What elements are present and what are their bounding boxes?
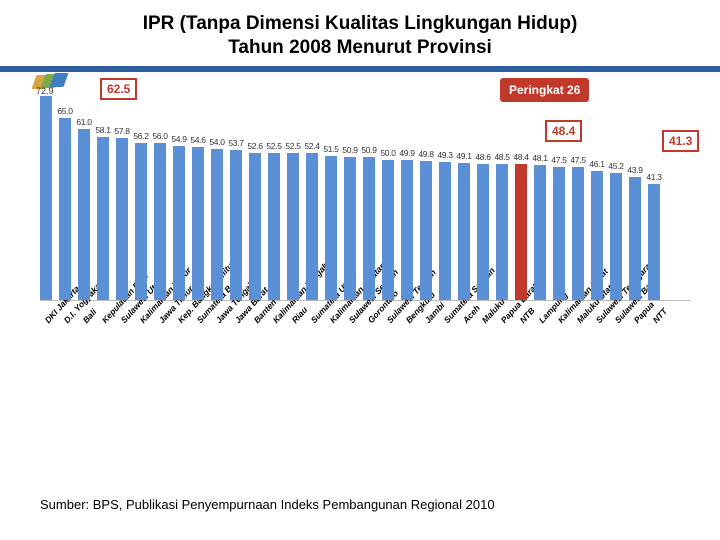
x-axis-label: Sulawesi Tengah <box>385 308 402 325</box>
title-line1: IPR (Tanpa Dimensi Kualitas Lingkungan H… <box>143 13 578 34</box>
x-axis-label: Maluku Utara <box>575 308 592 325</box>
bar <box>59 118 71 300</box>
x-axis-label: Sumatera Barat <box>195 308 212 325</box>
x-axis-label: NTB <box>518 308 535 325</box>
bar <box>230 150 242 300</box>
x-axis-label: Kalimantan Barat <box>556 308 573 325</box>
x-axis-label: DKI Jakarta <box>43 308 60 325</box>
x-axis-label: Sulawesi Tenggara <box>594 308 611 325</box>
bar <box>439 162 451 300</box>
bar <box>363 157 375 300</box>
x-axis-label: Kalimantan Tengah <box>271 308 288 325</box>
title-underline <box>0 66 720 72</box>
bar <box>610 173 622 300</box>
bar <box>249 153 261 300</box>
bar <box>154 143 166 300</box>
bar <box>382 160 394 300</box>
x-axis-label: Papua Barat <box>499 308 516 325</box>
bar <box>477 164 489 300</box>
x-axis-label: Kep. Bangka Belitung <box>176 308 193 325</box>
x-axis-label: Riau <box>290 308 307 325</box>
bar <box>401 160 413 300</box>
bar <box>97 137 109 300</box>
bar <box>458 163 470 300</box>
x-axis-label: Bengkulu <box>404 308 421 325</box>
x-axis-label: Kepulauan Riau <box>100 308 117 325</box>
bar <box>534 165 546 300</box>
x-axis-label: Maluku <box>480 308 497 325</box>
bar <box>306 153 318 300</box>
x-axis-label: Aceh <box>461 308 478 325</box>
x-axis-label: D.I. Yogyakarta <box>62 308 79 325</box>
x-axis-label: Gorontalo <box>366 308 383 325</box>
bar-value-label: 41.3 <box>639 172 669 182</box>
value-callout: 41.3 <box>662 130 699 152</box>
x-axis-label: Sumatera Utara <box>309 308 326 325</box>
x-axis-label: Sulawesi Utara <box>119 308 136 325</box>
x-axis-label: Jawa Tengah <box>214 308 231 325</box>
x-axis-label: Banten <box>252 308 269 325</box>
bar <box>344 157 356 300</box>
bar <box>496 164 508 300</box>
bar <box>325 156 337 300</box>
bar <box>572 167 584 300</box>
x-axis-label: Lampung <box>537 308 554 325</box>
bar <box>515 164 527 300</box>
x-axis-label: Sumatera Selatan <box>442 308 459 325</box>
x-axis-label: Kalimantan Timur <box>138 308 155 325</box>
bar <box>648 184 660 300</box>
bar <box>591 171 603 300</box>
plot-area: DKI Jakarta65.0D.I. Yogyakarta61.0Bali58… <box>40 90 690 301</box>
bar <box>135 143 147 300</box>
source-text: Sumber: BPS, Publikasi Penyempurnaan Ind… <box>40 497 495 512</box>
bar <box>40 96 52 300</box>
x-axis-label: Bali <box>81 308 98 325</box>
bar <box>173 146 185 300</box>
bar <box>553 167 565 300</box>
bar <box>192 147 204 300</box>
bar-value-label: 65.0 <box>50 106 80 116</box>
value-callout: 62.5 <box>100 78 137 100</box>
bar <box>78 129 90 300</box>
x-axis-label: Papua <box>632 308 649 325</box>
x-axis-label: Sulawesi Selatan <box>347 308 364 325</box>
title-line2: Tahun 2008 Menurut Provinsi <box>228 37 492 58</box>
bar <box>116 138 128 300</box>
x-axis-label: NTT <box>651 308 668 325</box>
ipr-bar-chart: 72.9 DKI Jakarta65.0D.I. Yogyakarta61.0B… <box>40 90 690 390</box>
x-axis-label: Jambi <box>423 308 440 325</box>
bar <box>420 161 432 300</box>
bar <box>211 149 223 300</box>
bar <box>287 153 299 300</box>
bar <box>629 177 641 300</box>
x-axis-label: Kalimantan Selatan <box>328 308 345 325</box>
value-callout: 48.4 <box>545 120 582 142</box>
x-axis-label: Sulawesi Barat <box>613 308 630 325</box>
rank-badge: Peringkat 26 <box>500 78 589 102</box>
x-axis-label: Jawa Barat <box>233 308 250 325</box>
x-axis-label: Jawa Timur <box>157 308 174 325</box>
bar <box>268 153 280 300</box>
